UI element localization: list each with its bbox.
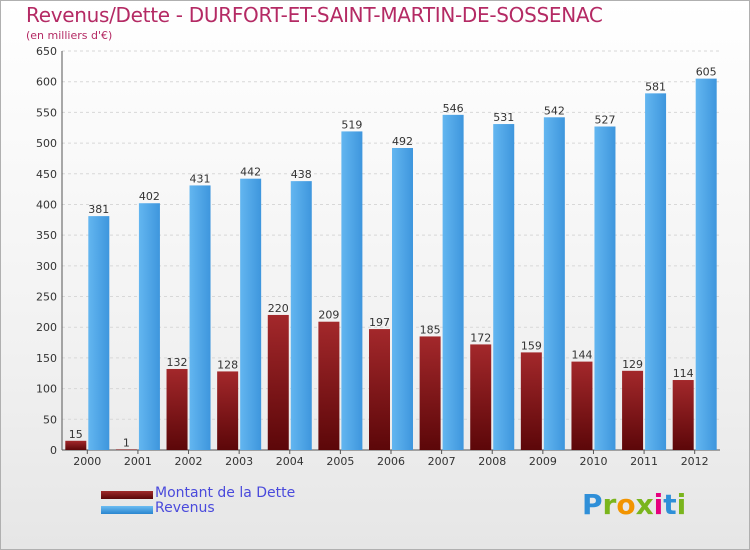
x-tick-label: 2011	[630, 455, 658, 468]
data-label-revenus: 581	[645, 80, 666, 93]
data-label-dette: 144	[571, 349, 592, 362]
bar-revenus	[645, 93, 667, 451]
data-label-dette: 172	[470, 331, 491, 344]
y-tick-label: 250	[36, 291, 57, 304]
bar-revenus	[594, 126, 616, 450]
data-label-dette: 220	[268, 302, 289, 315]
x-tick-label: 2004	[276, 455, 304, 468]
bar-revenus	[138, 203, 160, 450]
y-tick-label: 650	[36, 45, 57, 58]
chart-title: Revenus/Dette - DURFORT-ET-SAINT-MARTIN-…	[26, 3, 603, 27]
bar-dette	[520, 352, 542, 450]
data-label-dette: 197	[369, 316, 390, 329]
x-tick-label: 2012	[681, 455, 709, 468]
bar-revenus	[189, 185, 211, 450]
bar-dette	[166, 368, 188, 450]
data-label-dette: 209	[318, 309, 339, 322]
data-label-revenus: 546	[443, 102, 464, 115]
x-tick-label: 2009	[529, 455, 557, 468]
legend-label-revenus: Revenus	[155, 500, 215, 516]
data-label-dette: 132	[167, 356, 188, 369]
logo-letter: i	[676, 488, 687, 521]
y-tick-label: 150	[36, 352, 57, 365]
y-tick-label: 550	[36, 106, 57, 119]
data-label-dette: 1	[123, 436, 130, 449]
x-tick-label: 2000	[73, 455, 101, 468]
data-label-revenus: 527	[594, 114, 615, 127]
logo-letter: o	[616, 488, 636, 521]
data-label-dette: 129	[622, 358, 643, 371]
data-label-revenus: 438	[291, 168, 312, 181]
data-label-dette: 185	[420, 323, 441, 336]
x-tick-label: 2002	[175, 455, 203, 468]
legend-swatch-dette	[101, 491, 153, 499]
bar-dette	[419, 336, 441, 450]
data-label-dette: 15	[69, 428, 83, 441]
y-tick-label: 50	[43, 413, 57, 426]
x-tick-label: 2008	[478, 455, 506, 468]
proxiti-logo: Proxiti	[582, 488, 686, 521]
y-tick-label: 350	[36, 229, 57, 242]
data-label-revenus: 531	[493, 111, 514, 124]
plot-area	[62, 51, 720, 450]
y-tick-label: 450	[36, 168, 57, 181]
data-label-revenus: 442	[240, 166, 261, 179]
chart-subtitle: (en milliers d'€)	[26, 29, 113, 42]
bar-revenus	[695, 78, 717, 450]
bar-revenus	[88, 216, 110, 450]
logo-letter: P	[582, 488, 603, 521]
bar-revenus	[341, 131, 363, 450]
bar-dette	[672, 380, 694, 450]
y-tick-label: 200	[36, 321, 57, 334]
data-label-dette: 128	[217, 358, 238, 371]
bar-dette	[369, 329, 390, 450]
bar-revenus	[493, 124, 515, 450]
bar-revenus	[392, 147, 413, 451]
data-label-revenus: 519	[341, 118, 362, 131]
logo-letter: x	[635, 488, 654, 521]
legend-label-dette: Montant de la Dette	[155, 485, 296, 501]
bar-dette	[115, 449, 137, 450]
y-tick-label: 600	[36, 76, 57, 89]
data-label-revenus: 431	[190, 172, 211, 185]
x-tick-label: 2001	[124, 455, 152, 468]
bar-dette	[217, 371, 239, 450]
data-label-revenus: 381	[88, 203, 109, 216]
data-label-revenus: 542	[544, 104, 565, 117]
logo-letter: i	[653, 488, 664, 521]
bar-revenus	[240, 178, 262, 450]
bar-dette	[571, 361, 593, 450]
bar-dette	[470, 344, 492, 450]
data-label-dette: 114	[673, 367, 694, 380]
x-tick-label: 2007	[428, 455, 456, 468]
y-tick-label: 100	[36, 383, 57, 396]
logo-letter: r	[602, 488, 617, 521]
bar-revenus	[290, 181, 312, 451]
bar-dette	[267, 314, 289, 450]
logo-letter: t	[663, 488, 677, 521]
legend-swatch-revenus	[101, 506, 153, 514]
y-tick-label: 0	[50, 444, 57, 457]
y-tick-label: 300	[36, 260, 57, 273]
data-label-revenus: 402	[139, 190, 160, 203]
bar-dette	[318, 321, 340, 450]
y-tick-label: 500	[36, 137, 57, 150]
data-label-revenus: 605	[696, 66, 717, 79]
data-label-revenus: 492	[392, 135, 413, 148]
bar-revenus	[442, 114, 464, 450]
x-tick-label: 2010	[579, 455, 607, 468]
bar-dette	[622, 370, 644, 450]
x-tick-label: 2005	[326, 455, 354, 468]
x-tick-label: 2003	[225, 455, 253, 468]
bar-revenus	[543, 117, 565, 451]
y-tick-label: 400	[36, 198, 57, 211]
bar-dette	[65, 440, 87, 450]
x-tick-label: 2006	[377, 455, 405, 468]
data-label-dette: 159	[521, 339, 542, 352]
